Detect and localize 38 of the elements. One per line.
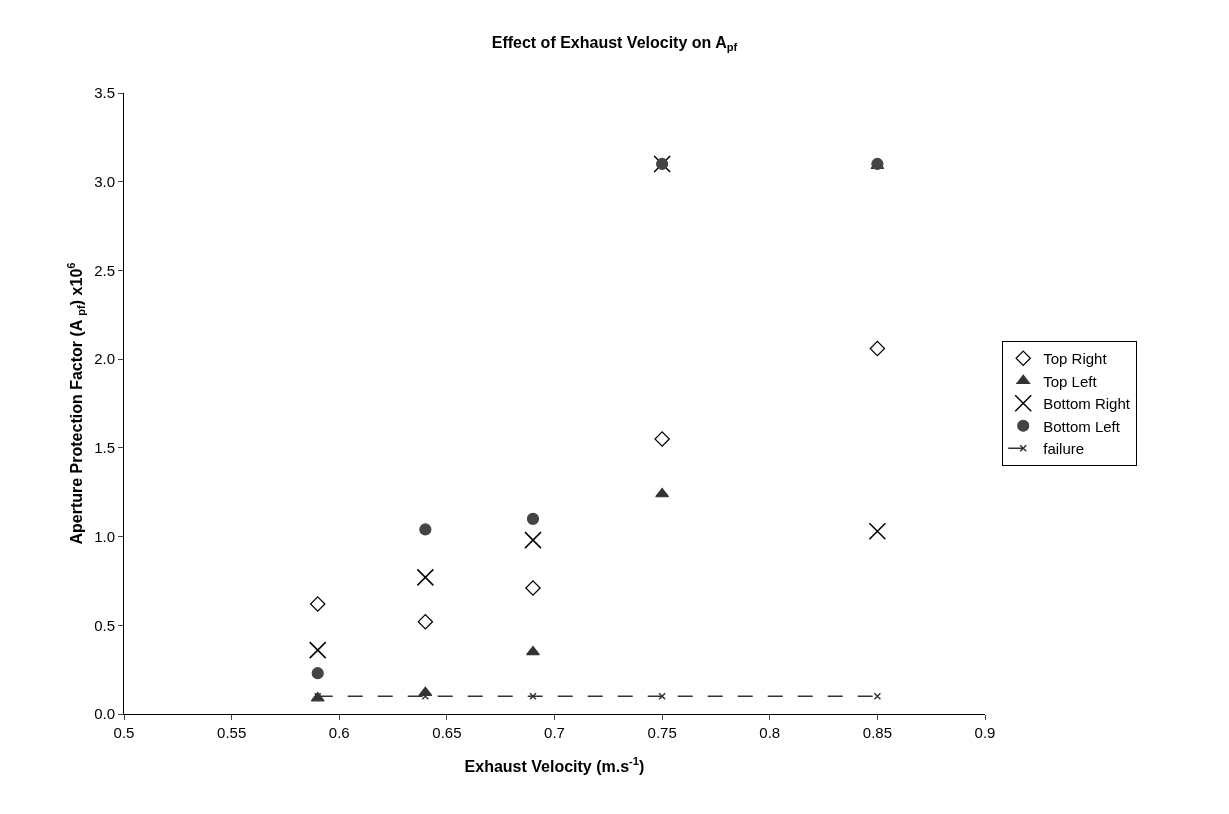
x-tick-label: 0.55 — [217, 724, 247, 741]
point — [654, 431, 670, 447]
x-tick-label: 0.65 — [432, 724, 462, 741]
y-tick-label: 3.5 — [94, 84, 115, 102]
legend-label: Top Right — [1043, 350, 1108, 368]
point — [311, 667, 324, 680]
point — [416, 568, 435, 587]
x-tick-label: 0.7 — [544, 724, 565, 741]
point — [309, 596, 326, 612]
x-tick-label: 0.8 — [759, 724, 781, 741]
legend-label: Bottom Left — [1043, 417, 1121, 435]
x-tick-label: 0.75 — [647, 724, 677, 741]
legend-label: failure — [1043, 440, 1085, 458]
x-tick-label: 0.9 — [974, 724, 996, 741]
y-tick-label: 0.5 — [94, 616, 115, 634]
point — [524, 531, 542, 549]
point — [869, 340, 886, 357]
point — [417, 613, 434, 630]
x-axis-title: Exhaust Velocity (m.s$^{-1}$) — [464, 755, 645, 775]
y-tick-label: 3.0 — [94, 172, 115, 190]
legend-label: Bottom Right — [1043, 395, 1131, 413]
legend-label: Top Left — [1043, 372, 1098, 390]
point — [308, 641, 327, 659]
x-tick-label: 0.85 — [862, 724, 892, 741]
point — [526, 512, 540, 525]
x-tick-label: 0.5 — [113, 724, 135, 741]
y-tick-label: 2.0 — [94, 350, 115, 368]
point — [526, 645, 540, 656]
y-tick-label: 1.0 — [94, 527, 115, 545]
y-tick-label: 0.0 — [94, 705, 115, 723]
x-tick-label: 0.6 — [328, 724, 350, 741]
y-tick-label: 1.5 — [94, 439, 115, 457]
y-tick-label: 2.5 — [94, 261, 115, 279]
point — [525, 580, 541, 596]
point — [655, 487, 670, 498]
point — [419, 523, 432, 536]
point — [868, 522, 887, 540]
chart-title: Effect of Exhaust Velocity on A$_{pf}$ — [491, 33, 738, 54]
